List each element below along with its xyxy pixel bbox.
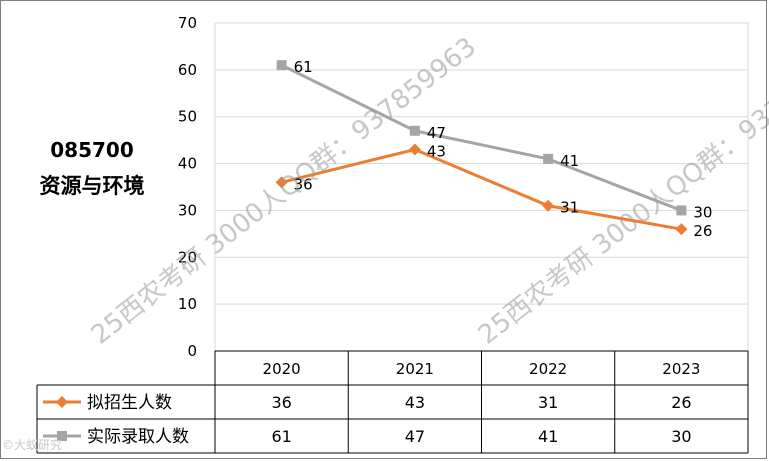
- data-label: 61: [294, 58, 313, 76]
- table-cell: 30: [671, 427, 691, 446]
- data-label: 47: [427, 124, 446, 142]
- legend-label: 实际录取人数: [87, 427, 189, 447]
- y-tick-label: 70: [178, 14, 197, 32]
- y-tick-label: 40: [178, 155, 197, 173]
- y-axis-ticks: 0 10 20 30 40 50 60 70: [178, 14, 197, 360]
- y-tick-label: 30: [178, 201, 197, 219]
- point-marker: [676, 205, 687, 216]
- legend-marker: [56, 396, 68, 408]
- y-tick-label: 0: [187, 342, 197, 360]
- x-tick-label: 2022: [529, 360, 567, 378]
- series-line: [281, 147, 682, 231]
- x-tick-label: 2020: [263, 360, 301, 378]
- series-line: [280, 63, 682, 212]
- point-marker: [542, 199, 555, 212]
- major-code: 085700: [50, 138, 134, 162]
- x-tick-label: 2021: [396, 360, 434, 378]
- point-marker: [275, 176, 288, 189]
- table-cell: 47: [405, 427, 425, 446]
- point-marker: [543, 153, 554, 164]
- series-lines: [275, 60, 688, 236]
- point-marker: [408, 143, 421, 156]
- table-cell: 36: [271, 393, 291, 412]
- point-marker: [675, 223, 688, 236]
- data-table: 2020 2021 2022 2023 拟招生人数 36 43 31 26 实际录取人数 61 47 4…: [36, 350, 749, 454]
- data-label: 41: [560, 152, 579, 170]
- data-label: 30: [693, 203, 712, 221]
- data-labels: 61 47 41 30 36 43 31 26: [294, 58, 713, 240]
- legend-marker: [57, 431, 67, 441]
- table-cell: 61: [271, 427, 291, 446]
- point-marker: [276, 60, 287, 71]
- x-tick-label: 2023: [662, 360, 700, 378]
- table-cell: 43: [405, 393, 425, 412]
- point-marker: [409, 125, 420, 136]
- table-cell: 31: [538, 393, 558, 412]
- data-label: 31: [560, 199, 579, 217]
- y-tick-label: 10: [178, 295, 197, 313]
- major-name: 资源与环境: [39, 174, 145, 198]
- legend-label: 拟招生人数: [87, 393, 172, 413]
- data-label: 26: [693, 222, 712, 240]
- y-tick-label: 50: [178, 108, 197, 126]
- y-tick-label: 60: [178, 61, 197, 79]
- corner-watermark: ©大蚁研究: [2, 438, 63, 452]
- watermark-text: 25西农考研 3000人QQ群：937859963: [86, 32, 482, 351]
- y-tick-label: 20: [178, 248, 197, 266]
- data-label: 43: [427, 143, 446, 161]
- table-cell: 26: [671, 393, 691, 412]
- table-cell: 41: [538, 427, 558, 446]
- data-label: 36: [294, 175, 313, 193]
